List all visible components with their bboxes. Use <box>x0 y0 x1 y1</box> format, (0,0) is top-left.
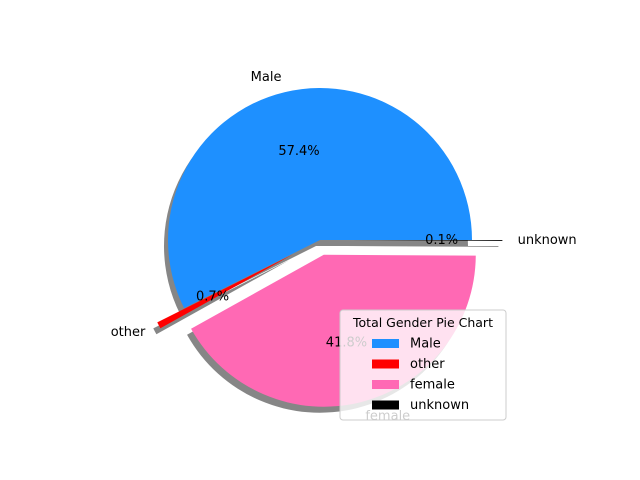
slice-shadow-unknown <box>346 246 499 248</box>
legend-swatch-female <box>372 380 399 389</box>
legend-label-other: other <box>410 357 445 372</box>
slice-unknown <box>350 240 503 242</box>
legend-label-male: Male <box>410 337 441 352</box>
slice-label-male: Male <box>251 70 282 85</box>
legend-swatch-male <box>372 339 399 348</box>
slice-shadow-other <box>153 260 290 335</box>
legend-swatch-unknown <box>372 400 399 410</box>
slice-pct-label-unknown: 0.1% <box>425 233 458 248</box>
legend-label-female: female <box>410 378 455 393</box>
slice-pct-label-other: 0.7% <box>196 289 229 304</box>
slice-other <box>157 254 294 329</box>
slice-label-other: other <box>111 325 146 340</box>
legend: Total Gender Pie Chart Male other female unk… <box>339 309 507 421</box>
slice-pct-label-male: 57.4% <box>278 144 319 159</box>
legend-swatch-other <box>372 359 399 369</box>
slice-label-unknown: unknown <box>518 233 577 248</box>
legend-frame <box>339 309 507 421</box>
legend-title: Total Gender Pie Chart <box>352 315 493 330</box>
slice-male <box>168 88 473 309</box>
legend-label-unknown: unknown <box>410 398 469 413</box>
